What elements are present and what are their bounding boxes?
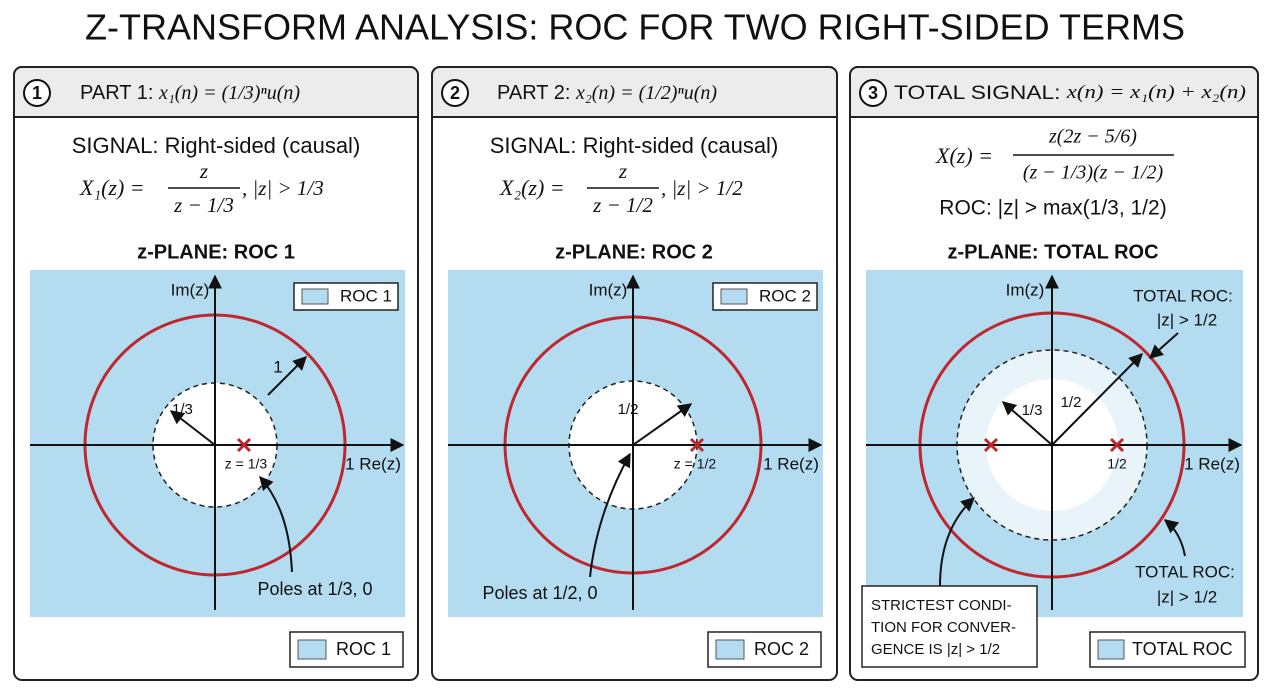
note-line: STRICTEST CONDI- bbox=[871, 597, 1012, 614]
imag-axis-label: Im(z) bbox=[1006, 280, 1045, 299]
transform-roc: , |z| > 1/2 bbox=[661, 176, 743, 200]
pointer-arrow bbox=[939, 497, 976, 587]
pole-label: 1/2 bbox=[1107, 456, 1127, 472]
number-badge bbox=[23, 79, 51, 107]
roc-note: TOTAL ROC: bbox=[1135, 562, 1235, 581]
pole-label: z = 1/3 bbox=[225, 456, 268, 472]
radius-arrow bbox=[632, 403, 693, 446]
radius-arrow bbox=[169, 410, 216, 446]
plane-title: z-PLANE: ROC 1 bbox=[137, 241, 295, 263]
header-label: TOTAL SIGNAL: bbox=[894, 83, 1060, 104]
radius-label: 1/2 bbox=[1061, 394, 1082, 411]
number-badge bbox=[441, 79, 469, 107]
header-formula: x₁(n) = (1/3)ⁿu(n) bbox=[158, 82, 300, 104]
header-formula: x(n) = x₁(n) + x₂(n) bbox=[1066, 82, 1246, 103]
legend-swatch bbox=[301, 288, 329, 305]
note-line: GENCE IS |z| > 1/2 bbox=[871, 641, 1000, 658]
pointer-arrow bbox=[259, 475, 293, 573]
header-formula: x₂(n) = (1/2)ⁿu(n) bbox=[575, 82, 717, 104]
legend-swatch bbox=[297, 639, 327, 660]
panel-number: 1 bbox=[32, 83, 42, 103]
legend-label: ROC 1 bbox=[340, 286, 392, 305]
pole-label: z = 1/2 bbox=[674, 456, 717, 472]
pointer-arrow bbox=[1163, 519, 1186, 557]
radius-label: 1/2 bbox=[618, 401, 639, 418]
pointer-arrow bbox=[589, 452, 631, 578]
title: Z-TRANSFORM ANALYSIS: ROC FOR TWO RIGHT-… bbox=[85, 7, 1185, 48]
plane-title: z-PLANE: TOTAL ROC bbox=[947, 241, 1158, 263]
panel-header bbox=[431, 66, 838, 118]
radius-label: 1/3 bbox=[1022, 402, 1043, 419]
radius-arrow bbox=[1051, 353, 1143, 446]
imag-axis-label: Im(z) bbox=[171, 280, 210, 299]
note-line: TION FOR CONVER- bbox=[871, 619, 1016, 636]
panel-number: 3 bbox=[868, 83, 878, 103]
panel-number: 2 bbox=[450, 83, 460, 103]
header-label: PART 2: bbox=[497, 82, 570, 104]
panel-header-text: PART 1: x₁(n) = (1/3)ⁿu(n) bbox=[80, 82, 300, 105]
transform-roc: , |z| > 1/3 bbox=[242, 176, 324, 200]
note-box bbox=[861, 585, 1038, 668]
plane-title: z-PLANE: ROC 2 bbox=[555, 241, 713, 263]
panel: 1 PART 1: x₁(n) = (1/3)ⁿu(n) SIGNAL: Rig… bbox=[13, 66, 419, 681]
radius-arrow bbox=[1001, 401, 1053, 446]
radius-label: 1 bbox=[273, 357, 282, 376]
transform-denominator: (z − 1/3)(z − 1/2) bbox=[1023, 162, 1164, 184]
number-badge bbox=[859, 79, 887, 107]
roc-note: |z| > 1/2 bbox=[1157, 310, 1217, 329]
transform-lhs: X(z) = bbox=[935, 143, 993, 168]
transform-numerator: z bbox=[199, 159, 208, 183]
real-axis-label: 1 Re(z) bbox=[345, 454, 401, 473]
real-axis-label: 1 Re(z) bbox=[763, 454, 819, 473]
transform-denominator: z − 1/3 bbox=[173, 193, 234, 217]
legend-swatch bbox=[720, 288, 748, 305]
panel-header bbox=[13, 66, 419, 118]
legend-label: ROC 1 bbox=[336, 639, 391, 659]
legend-swatch bbox=[715, 639, 745, 660]
legend-swatch bbox=[1097, 639, 1125, 660]
signal-text: SIGNAL: Right-sided (causal) bbox=[72, 133, 361, 158]
legend-label: TOTAL ROC bbox=[1132, 639, 1233, 659]
panel: 2 PART 2: x₂(n) = (1/2)ⁿu(n) SIGNAL: Rig… bbox=[431, 66, 838, 681]
panel-header-text: TOTAL SIGNAL: x(n) = x₁(n) + x₂(n) bbox=[894, 82, 1246, 104]
roc-note: TOTAL ROC: bbox=[1133, 286, 1233, 305]
transform-lhs: X₁(z) = bbox=[79, 175, 145, 200]
transform-numerator: z(2z − 5/6) bbox=[1048, 126, 1137, 148]
transform-roc: ROC: |z| > max(1/3, 1/2) bbox=[939, 197, 1166, 220]
imag-axis-label: Im(z) bbox=[589, 280, 628, 299]
pole-marker bbox=[236, 437, 252, 453]
panel-header-text: PART 2: x₂(n) = (1/2)ⁿu(n) bbox=[497, 82, 717, 105]
roc-note: |z| > 1/2 bbox=[1157, 587, 1217, 606]
transform-lhs: X₂(z) = bbox=[499, 175, 565, 200]
panel: 3 TOTAL SIGNAL: x(n) = x₁(n) + x₂(n) X(z… bbox=[849, 66, 1259, 681]
real-axis-label: 1 Re(z) bbox=[1184, 454, 1240, 473]
header-label: PART 1: bbox=[80, 82, 153, 104]
pointer-arrow bbox=[1148, 332, 1179, 359]
radius-arrow bbox=[267, 356, 307, 396]
poles-note: Poles at 1/2, 0 bbox=[482, 583, 597, 603]
transform-denominator: z − 1/2 bbox=[592, 193, 653, 217]
pole-marker bbox=[689, 437, 705, 453]
legend-label: ROC 2 bbox=[754, 639, 809, 659]
transform-numerator: z bbox=[618, 159, 627, 183]
poles-note: Poles at 1/3, 0 bbox=[257, 579, 372, 599]
legend-label: ROC 2 bbox=[759, 286, 811, 305]
panel-header bbox=[849, 66, 1259, 118]
pole-marker bbox=[983, 437, 1125, 453]
signal-text: SIGNAL: Right-sided (causal) bbox=[490, 133, 779, 158]
radius-label: 1/3 bbox=[172, 401, 193, 418]
